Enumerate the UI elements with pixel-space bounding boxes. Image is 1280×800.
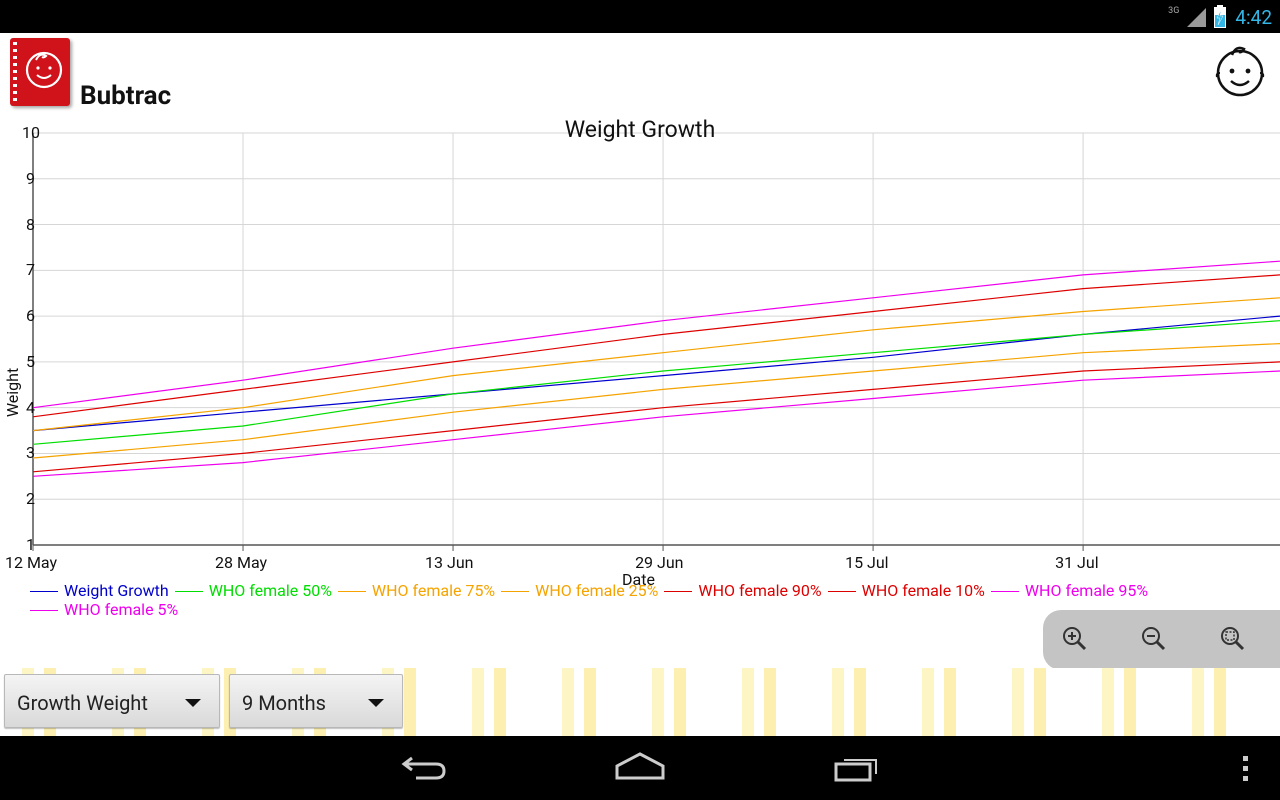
zoom-panel — [1043, 610, 1280, 670]
zoom-in-icon[interactable] — [1057, 621, 1093, 657]
x-tick-label: 29 Jun — [635, 553, 684, 572]
legend-label: WHO female 95% — [1024, 581, 1149, 600]
footprint-background: Growth Weight 9 Months — [0, 668, 1280, 736]
chart-type-spinner[interactable]: Growth Weight — [4, 674, 220, 728]
chart-type-selected: Growth Weight — [17, 691, 148, 715]
legend-item: WHO female 25% — [501, 581, 658, 600]
legend-label: WHO female 10% — [861, 581, 985, 600]
back-icon[interactable] — [398, 750, 450, 786]
legend-label: WHO female 25% — [535, 581, 659, 600]
signal-icon — [1187, 8, 1207, 27]
x-tick-label: 15 Jul — [845, 553, 889, 572]
legend-swatch — [337, 591, 366, 593]
recent-apps-icon[interactable] — [832, 750, 884, 786]
dropdown-arrow-icon — [185, 699, 201, 707]
legend-label: WHO female 50% — [208, 581, 332, 600]
series-line — [32, 361, 1280, 473]
clock: 4:42 — [1235, 5, 1272, 29]
y-tick-label: 2 — [26, 489, 35, 509]
legend-item: WHO female 5% — [30, 600, 178, 619]
x-tick-label: 28 May — [215, 553, 268, 572]
period-spinner[interactable]: 9 Months — [229, 674, 403, 728]
legend-item: WHO female 95% — [990, 581, 1149, 600]
series-line — [32, 260, 1280, 409]
legend-item: WHO female 10% — [827, 581, 985, 600]
series-line — [32, 297, 1280, 432]
x-tick-label: 13 Jun — [425, 553, 474, 572]
y-tick-label: 4 — [26, 397, 35, 417]
chart-plot[interactable] — [0, 113, 1280, 583]
y-tick-label: 5 — [26, 351, 35, 371]
period-selected: 9 Months — [242, 691, 326, 715]
legend-label: Weight Growth — [64, 581, 169, 600]
legend-item: Weight Growth — [30, 581, 169, 600]
legend-swatch — [30, 610, 58, 612]
status-icons: 3G 4:42 — [1168, 4, 1272, 30]
legend-label: WHO female 5% — [64, 600, 179, 619]
legend-swatch — [664, 591, 693, 593]
status-bar: 3G 4:42 — [0, 0, 1280, 33]
legend-label: WHO female 75% — [371, 581, 496, 600]
zoom-out-icon[interactable] — [1136, 621, 1172, 657]
legend-swatch — [827, 591, 856, 593]
series-line — [32, 370, 1280, 477]
chart-title: Weight Growth — [564, 116, 716, 143]
action-bar: Bubtrac — [0, 33, 1280, 113]
legend-item: WHO female 90% — [664, 581, 822, 600]
legend-swatch — [30, 591, 58, 593]
app-title: Bubtrac — [80, 81, 172, 111]
chart-area[interactable]: Weight Growth Weight Date 1 2 3 4 5 6 7 8 9 10 12… — [0, 113, 1280, 673]
legend-item: WHO female 50% — [174, 581, 332, 600]
chart-legend: Weight Growth WHO female 50% WHO female 75… — [30, 581, 1270, 619]
x-tick-label: 31 Jul — [1055, 553, 1099, 572]
series-line — [32, 343, 1280, 459]
y-tick-label: 3 — [26, 443, 35, 463]
battery-charging-icon — [1214, 5, 1227, 28]
y-tick-label: 7 — [26, 260, 35, 280]
x-axis-label: Date — [622, 570, 655, 589]
baby-face-notebook-icon[interactable] — [10, 38, 70, 106]
x-tick-label: 12 May — [5, 553, 58, 572]
legend-item: WHO female 75% — [337, 581, 496, 600]
legend-label: WHO female 90% — [698, 581, 822, 600]
network-type-label: 3G — [1168, 6, 1180, 16]
series-line — [32, 320, 1280, 445]
y-tick-label: 10 — [22, 123, 40, 142]
zoom-reset-icon[interactable] — [1215, 621, 1251, 657]
y-axis-label: Weight — [3, 367, 23, 418]
legend-swatch — [174, 591, 203, 593]
overflow-menu-icon[interactable] — [1236, 750, 1256, 786]
dropdown-arrow-icon — [368, 699, 384, 707]
y-tick-label: 1 — [26, 535, 35, 554]
y-tick-label: 9 — [26, 168, 35, 188]
home-icon[interactable] — [614, 750, 666, 786]
baby-face-icon[interactable] — [1212, 43, 1268, 99]
series-line — [32, 274, 1280, 418]
y-tick-label: 8 — [26, 214, 35, 234]
legend-swatch — [990, 591, 1019, 593]
legend-swatch — [501, 591, 530, 593]
navigation-bar — [0, 736, 1280, 800]
y-tick-label: 6 — [26, 306, 35, 326]
